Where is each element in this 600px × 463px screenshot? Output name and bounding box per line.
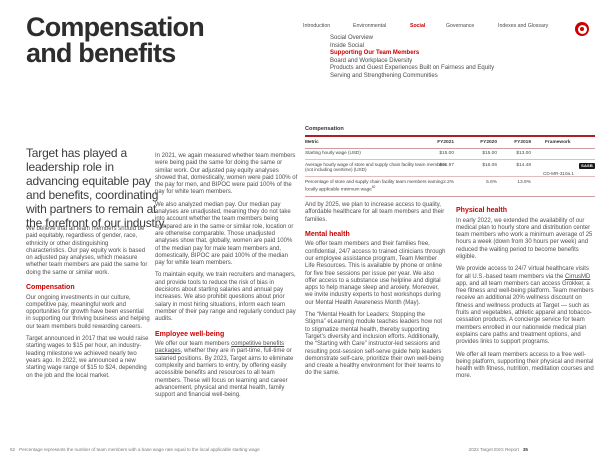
- nav-item-introduction[interactable]: Introduction: [303, 23, 331, 29]
- column-3: And by 2025, we plan to increase access …: [305, 202, 447, 383]
- nav-item-environmental[interactable]: Environmental: [353, 23, 387, 29]
- subnav-item-supporting-our-team-members[interactable]: Supporting Our Team Members: [330, 50, 420, 57]
- col3-paragraph-2: We offer team members and their families…: [305, 241, 446, 306]
- target-bullseye-logo-icon[interactable]: [575, 22, 589, 36]
- report-name: 2022 Target ESG Report: [468, 447, 519, 452]
- footer-report-label: 2022 Target ESG Report 35: [469, 447, 528, 452]
- table-header-row: Metric FY2021 FY2020 FY2019 Framework: [305, 137, 595, 149]
- subnav-item-social-overview[interactable]: Social Overview: [330, 35, 374, 41]
- page-number: 35: [522, 447, 528, 452]
- col3-paragraph-1: And by 2025, we plan to increase access …: [305, 202, 445, 223]
- col2-p4-pre: We offer our team members: [155, 341, 232, 348]
- footnote: 62 Percentage represents the number of te…: [10, 447, 260, 452]
- col1-paragraph-2: Our ongoing investments in our culture, …: [26, 294, 150, 330]
- col1-paragraph-1: We believe that all team members should …: [26, 226, 148, 276]
- column-4: Physical health In early 2022, we extend…: [456, 207, 595, 386]
- page-title-line1: Compensation: [26, 12, 205, 42]
- competitive-benefits-packages-link[interactable]: competitive benefits packages: [155, 341, 285, 355]
- row3-fy2020: 5.6%: [486, 179, 497, 185]
- col2-paragraph-4: We offer our team members competitive be…: [155, 341, 298, 399]
- col2-paragraph-2: We also analyzed median pay. Our median …: [155, 201, 294, 267]
- footnote-ref: 62: [10, 447, 16, 452]
- col4-paragraph-2: We provide access to 24/7 virtual health…: [456, 266, 595, 346]
- table-title: Compensation: [305, 126, 344, 132]
- nav-item-social[interactable]: Social: [410, 23, 426, 29]
- subnav-item-board-workplace-diversity[interactable]: Board and Workplace Diversity: [330, 57, 413, 64]
- header-fy2021: FY2021: [437, 139, 454, 145]
- page-title-line2: and benefits: [26, 38, 176, 68]
- column-2: In 2021, we again measured whether team …: [155, 153, 298, 404]
- bullseye-dot: [579, 26, 585, 32]
- subnav-item-inside-social[interactable]: Inside Social: [330, 42, 365, 49]
- row2-metric: Average hourly wage of store and supply …: [305, 162, 446, 174]
- compensation-heading: Compensation: [26, 284, 75, 292]
- footnote-text: Percentage represents the number of team…: [19, 447, 260, 452]
- framework-code: CD-MR-310a.1: [543, 170, 574, 176]
- mental-health-heading: Mental health: [305, 230, 350, 238]
- row3-metric: Percentage of store and supply chain fac…: [305, 180, 455, 194]
- row2-framework-cell: SASB CD-MR-310a.1: [543, 162, 595, 176]
- row1-fy2020: $15.00: [482, 151, 497, 157]
- header-framework: Framework: [545, 139, 571, 145]
- table-top-rule: [305, 135, 595, 137]
- intro-statement: Target has played a leadership role in a…: [26, 146, 167, 230]
- page-title: Compensation and benefits: [26, 12, 205, 68]
- cirrusmd-link[interactable]: CirrusMD: [565, 273, 591, 280]
- row3-fy2021: 2.2%: [443, 179, 454, 185]
- row2-fy2020: $16.06: [482, 162, 497, 168]
- sasb-badge: SASB: [579, 162, 595, 169]
- header-fy2019: FY2019: [514, 139, 531, 145]
- compensation-table: Compensation Metric FY2021 FY2020 FY2019…: [305, 126, 595, 198]
- col4-p2-post: app, and all team members can access Gro…: [456, 280, 594, 346]
- subnav-item-products-guest-experiences[interactable]: Products and Guest Experiences Built on …: [330, 65, 495, 72]
- subnav-item-serving-strengthening-communities[interactable]: Serving and Strengthening Communities: [330, 72, 438, 79]
- col2-paragraph-3: To maintain equity, we train recruiters …: [155, 272, 296, 323]
- row2-fy2019: $14.48: [516, 162, 531, 168]
- table-row-starting-hourly-wage: Starting hourly wage (USD) $15.00 $15.00…: [305, 149, 595, 161]
- col2-p4-post: , whether they are in part-time, full-ti…: [155, 348, 294, 399]
- table-row-minimum-wage-percentage: Percentage of store and supply chain fac…: [305, 177, 595, 198]
- social-subnav: Social Overview Inside Social Supporting…: [330, 35, 570, 81]
- row2-fy2021: $16.97: [439, 162, 454, 168]
- row1-fy2019: $13.00: [516, 151, 531, 157]
- row3-footnote-ref: 62: [371, 185, 376, 190]
- col3-paragraph-3: The “Mental Health for Leaders: Stopping…: [305, 312, 444, 377]
- row1-fy2021: $15.00: [439, 151, 454, 157]
- col4-paragraph-1: In early 2022, we extended the availabil…: [456, 217, 593, 260]
- employee-well-being-heading: Employee well-being: [155, 330, 225, 338]
- header-metric: Metric: [305, 139, 319, 145]
- row3-metric-text: Percentage of store and supply chain fac…: [305, 179, 443, 194]
- nav-item-indexes-glossary[interactable]: Indexes and Glossary: [498, 23, 549, 29]
- col2-paragraph-1: In 2021, we again measured whether team …: [155, 153, 298, 196]
- bullseye-ring: [577, 24, 587, 34]
- column-1: We believe that all team members should …: [26, 226, 150, 385]
- nav-item-governance[interactable]: Governance: [446, 23, 475, 29]
- row3-fy2019: 13.9%: [517, 179, 531, 185]
- header-fy2020: FY2020: [480, 139, 497, 145]
- col1-paragraph-3: Target announced in 2017 that we would r…: [26, 336, 149, 379]
- row1-metric: Starting hourly wage (USD): [305, 151, 361, 157]
- col4-p2-pre: We provide access to 24/7 virtual health…: [456, 266, 589, 280]
- table-row-average-hourly-wage: Average hourly wage of store and supply …: [305, 160, 595, 178]
- physical-health-heading: Physical health: [456, 207, 507, 214]
- col4-paragraph-3: We offer all team members access to a fr…: [456, 351, 594, 380]
